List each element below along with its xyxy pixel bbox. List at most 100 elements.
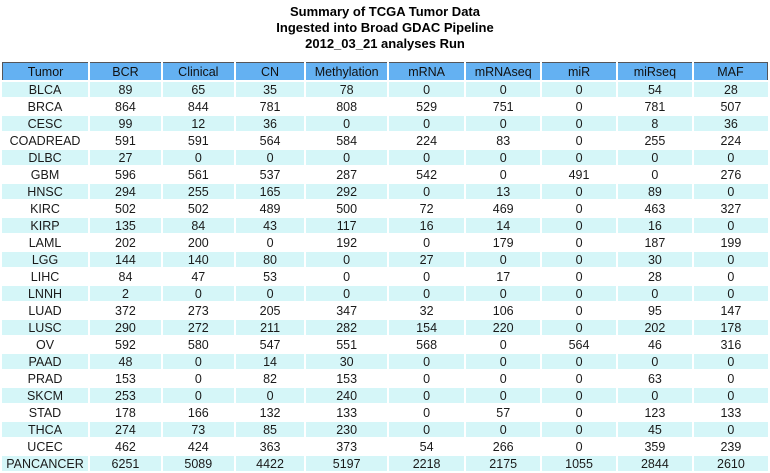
table-row-coadread: COADREAD 591 591 564 584 224 83 0 255 224 [2,133,768,148]
value-cell-clinical: 5089 [162,456,234,471]
table-row-brca: BRCA 864 844 781 808 529 751 0 781 507 [2,99,768,114]
value-cell-mir: 0 [542,116,616,131]
value-cell-clinical: 273 [162,303,234,318]
value-cell-clinical: 502 [162,201,234,216]
column-header-maf: MAF [693,62,768,80]
value-cell-methylation: 0 [306,252,387,267]
value-cell-mirseq: 0 [617,286,692,301]
value-cell-mirseq: 46 [617,337,692,352]
column-header-methylation: Methylation [306,62,387,80]
value-cell-bcr: 135 [90,218,161,233]
value-cell-cn: 547 [235,337,305,352]
value-cell-mir: 0 [542,303,616,318]
column-header-bcr: BCR [90,62,161,80]
value-cell-clinical: 844 [162,99,234,114]
tumor-cell: KIRP [2,218,89,233]
tumor-cell: CESC [2,116,89,131]
value-cell-clinical: 140 [162,252,234,267]
value-cell-bcr: 27 [90,150,161,165]
value-cell-maf: 28 [693,82,768,97]
value-cell-mrna: 0 [388,235,465,250]
value-cell-maf: 0 [693,184,768,199]
value-cell-mrna: 0 [388,82,465,97]
value-cell-maf: 0 [693,286,768,301]
value-cell-bcr: 2 [90,286,161,301]
value-cell-mir: 0 [542,405,616,420]
column-header-mrnaseq: mRNAseq [466,62,541,80]
value-cell-mirseq: 187 [617,235,692,250]
value-cell-mrna: 0 [388,388,465,403]
value-cell-mrnaseq: 106 [466,303,541,318]
tumor-cell: THCA [2,422,89,437]
tumor-cell: PRAD [2,371,89,386]
value-cell-mrnaseq: 17 [466,269,541,284]
value-cell-mir: 0 [542,422,616,437]
value-cell-mirseq: 255 [617,133,692,148]
value-cell-clinical: 47 [162,269,234,284]
page-title: Summary of TCGA Tumor Data Ingested into… [0,0,770,52]
value-cell-clinical: 84 [162,218,234,233]
value-cell-mrnaseq: 0 [466,82,541,97]
value-cell-mirseq: 0 [617,354,692,369]
value-cell-mrna: 16 [388,218,465,233]
value-cell-mrnaseq: 0 [466,388,541,403]
value-cell-mir: 0 [542,150,616,165]
value-cell-mir: 0 [542,184,616,199]
value-cell-cn: 0 [235,150,305,165]
column-header-mir: miR [542,62,616,80]
value-cell-cn: 43 [235,218,305,233]
tumor-cell: LIHC [2,269,89,284]
value-cell-methylation: 78 [306,82,387,97]
value-cell-mrnaseq: 0 [466,354,541,369]
column-header-tumor: Tumor [2,62,89,80]
value-cell-clinical: 65 [162,82,234,97]
value-cell-methylation: 373 [306,439,387,454]
value-cell-bcr: 178 [90,405,161,420]
tumor-cell: LNNH [2,286,89,301]
value-cell-mirseq: 30 [617,252,692,267]
value-cell-mirseq: 123 [617,405,692,420]
value-cell-mrna: 32 [388,303,465,318]
tumor-cell: LGG [2,252,89,267]
value-cell-mir: 0 [542,82,616,97]
value-cell-maf: 224 [693,133,768,148]
value-cell-cn: 82 [235,371,305,386]
value-cell-mrna: 0 [388,184,465,199]
value-cell-mir: 0 [542,252,616,267]
value-cell-mrna: 0 [388,405,465,420]
value-cell-clinical: 591 [162,133,234,148]
value-cell-maf: 0 [693,422,768,437]
value-cell-methylation: 153 [306,371,387,386]
value-cell-clinical: 561 [162,167,234,182]
value-cell-mrnaseq: 2175 [466,456,541,471]
table-row-dlbc: DLBC 27 0 0 0 0 0 0 0 0 [2,150,768,165]
value-cell-cn: 36 [235,116,305,131]
value-cell-mrna: 0 [388,286,465,301]
value-cell-mrnaseq: 179 [466,235,541,250]
value-cell-mrna: 0 [388,422,465,437]
value-cell-cn: 564 [235,133,305,148]
value-cell-mirseq: 8 [617,116,692,131]
value-cell-bcr: 253 [90,388,161,403]
value-cell-cn: 4422 [235,456,305,471]
value-cell-methylation: 0 [306,286,387,301]
value-cell-methylation: 282 [306,320,387,335]
table-row-skcm: SKCM 253 0 0 240 0 0 0 0 0 [2,388,768,403]
value-cell-mrna: 0 [388,269,465,284]
value-cell-maf: 507 [693,99,768,114]
value-cell-clinical: 0 [162,354,234,369]
tumor-cell: OV [2,337,89,352]
value-cell-mir: 0 [542,354,616,369]
value-cell-maf: 0 [693,354,768,369]
value-cell-bcr: 864 [90,99,161,114]
value-cell-bcr: 48 [90,354,161,369]
value-cell-cn: 80 [235,252,305,267]
value-cell-mirseq: 95 [617,303,692,318]
value-cell-mir: 0 [542,269,616,284]
value-cell-mirseq: 89 [617,184,692,199]
value-cell-bcr: 274 [90,422,161,437]
table-row-ucec: UCEC 462 424 363 373 54 266 0 359 239 [2,439,768,454]
value-cell-maf: 133 [693,405,768,420]
column-header-mrna: mRNA [388,62,465,80]
tumor-cell: PANCANCER [2,456,89,471]
